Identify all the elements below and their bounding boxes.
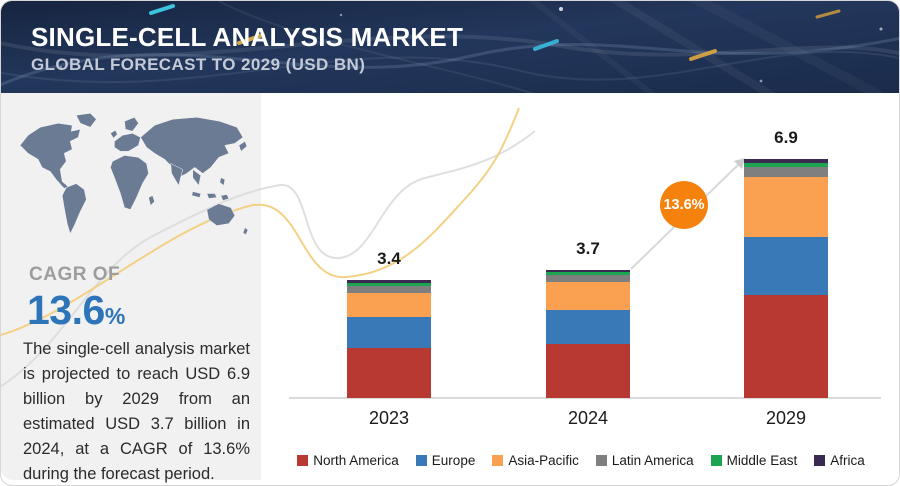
segment-latin-america-2029 xyxy=(744,167,828,178)
segment-asia-pacific-2029 xyxy=(744,177,828,237)
segment-middle-east-2024 xyxy=(546,272,630,276)
stacked-bar-2024 xyxy=(546,269,630,398)
legend-label-africa: Africa xyxy=(830,453,865,468)
legend-label-middle-east: Middle East xyxy=(726,453,798,468)
header-banner: SINGLE-CELL ANALYSIS MARKET GLOBAL FOREC… xyxy=(1,1,899,93)
market-description: The single-cell analysis market is proje… xyxy=(23,340,250,484)
segment-asia-pacific-2023 xyxy=(347,292,431,318)
chart-legend: North America Europe Asia-Pacific Latin Ame… xyxy=(261,453,899,468)
legend-item-europe: Europe xyxy=(415,453,476,468)
legend-item-middle-east: Middle East xyxy=(710,453,798,468)
legend-swatch-europe xyxy=(415,455,427,466)
page-title: SINGLE-CELL ANALYSIS MARKET xyxy=(31,22,464,52)
cagr-value: 13.6% xyxy=(27,287,125,334)
cagr-badge: 13.6% xyxy=(660,181,708,229)
year-label-2023: 2023 xyxy=(368,408,410,428)
segment-latin-america-2023 xyxy=(347,285,431,293)
cagr-number: 13.6 xyxy=(27,287,105,333)
legend-swatch-africa xyxy=(814,455,826,466)
segment-north-america-2029 xyxy=(744,294,828,398)
segment-africa-2029 xyxy=(744,159,828,163)
segment-middle-east-2029 xyxy=(744,162,828,168)
segment-latin-america-2024 xyxy=(546,275,630,283)
legend-item-africa: Africa xyxy=(814,453,865,468)
segment-europe-2024 xyxy=(546,310,630,344)
stacked-bar-2023 xyxy=(347,280,431,398)
x-axis-line xyxy=(289,397,881,399)
segment-europe-2029 xyxy=(744,236,828,295)
legend-item-north-america: North America xyxy=(297,453,399,468)
legend-label-europe: Europe xyxy=(431,453,476,468)
header-background-art xyxy=(1,1,899,93)
stacked-bar-2029 xyxy=(744,159,828,398)
legend-label-north-america: North America xyxy=(313,453,399,468)
page-subtitle: GLOBAL FORECAST TO 2029 (USD BN) xyxy=(31,54,366,74)
legend-swatch-asia-pacific xyxy=(492,455,504,466)
world-map xyxy=(19,112,249,235)
segment-europe-2023 xyxy=(347,317,431,349)
year-label-2024: 2024 xyxy=(567,408,609,428)
legend-swatch-middle-east xyxy=(710,455,722,466)
total-label-2029: 6.9 xyxy=(774,128,798,148)
segment-africa-2024 xyxy=(546,269,630,273)
segment-north-america-2024 xyxy=(546,343,630,398)
legend-label-latin-america: Latin America xyxy=(611,453,694,468)
total-label-2023: 3.4 xyxy=(377,249,401,269)
cagr-percent-sign: % xyxy=(104,303,126,329)
total-label-2024: 3.7 xyxy=(576,238,600,258)
legend-item-latin-america: Latin America xyxy=(595,453,694,468)
summary-panel: CAGR OF 13.6% The single-cell analysis m… xyxy=(1,93,261,483)
legend-label-asia-pacific: Asia-Pacific xyxy=(508,453,579,468)
year-label-2029: 2029 xyxy=(765,408,807,428)
segment-north-america-2023 xyxy=(347,348,431,398)
segment-asia-pacific-2024 xyxy=(546,282,630,311)
legend-swatch-latin-america xyxy=(595,455,607,466)
legend-item-asia-pacific: Asia-Pacific xyxy=(492,453,579,468)
cagr-label: CAGR OF xyxy=(29,264,121,285)
legend-swatch-north-america xyxy=(297,455,309,466)
